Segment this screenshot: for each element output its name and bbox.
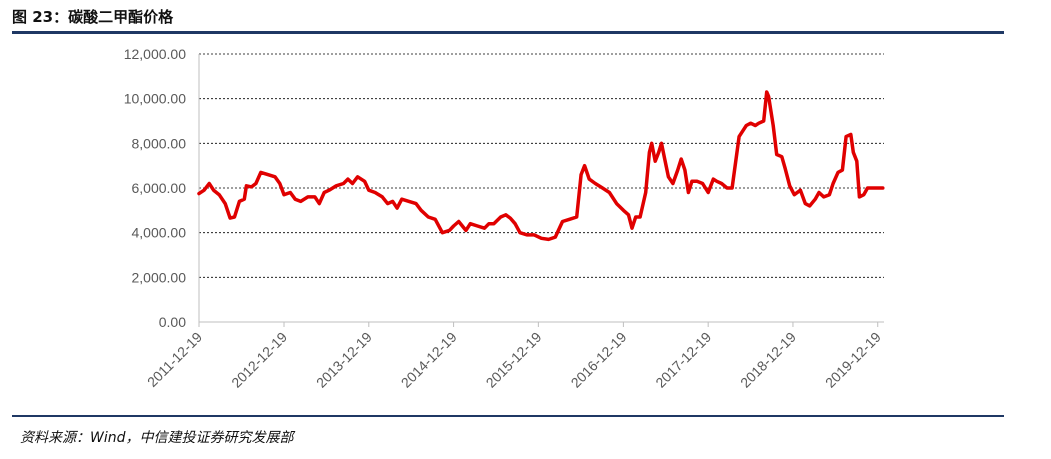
bottom-rule [12,415,1004,417]
x-tick-label: 2017-12-19 [652,329,714,391]
source-note: 资料来源：Wind，中信建投证券研究发展部 [20,430,294,446]
y-tick-label: 12,000.00 [124,46,186,62]
series-layer [197,90,885,242]
y-tick-labels: 0.00 2,000.00 4,000.00 6,000.00 8,000.00 10,0… [124,46,187,330]
y-tick-label: 6,000.00 [132,180,187,196]
figure-title: 图 23：碳酸二甲酯价格 [12,8,174,26]
x-tick-label: 2019-12-19 [822,329,884,391]
x-tick-label: 2015-12-19 [483,329,545,391]
y-tick-label: 4,000.00 [132,225,187,241]
x-tick-label: 2016-12-19 [568,329,630,391]
gridlines [199,53,884,278]
y-tick-label: 8,000.00 [132,135,187,151]
y-tick-label: 10,000.00 [124,91,186,107]
top-rule [12,31,1004,34]
y-tick-label: 2,000.00 [132,269,187,285]
series-line [197,90,885,242]
x-tick-label: 2013-12-19 [313,329,375,391]
x-tick-labels: 2011-12-19 2012-12-19 2013-12-19 2014-12-19… [144,329,884,391]
axes [198,54,884,327]
x-tick-label: 2018-12-19 [737,329,799,391]
x-tick-label: 2011-12-19 [144,329,205,390]
x-tick-label: 2014-12-19 [398,329,460,391]
x-tick-label: 2012-12-19 [228,329,290,391]
y-tick-label: 0.00 [159,314,186,330]
